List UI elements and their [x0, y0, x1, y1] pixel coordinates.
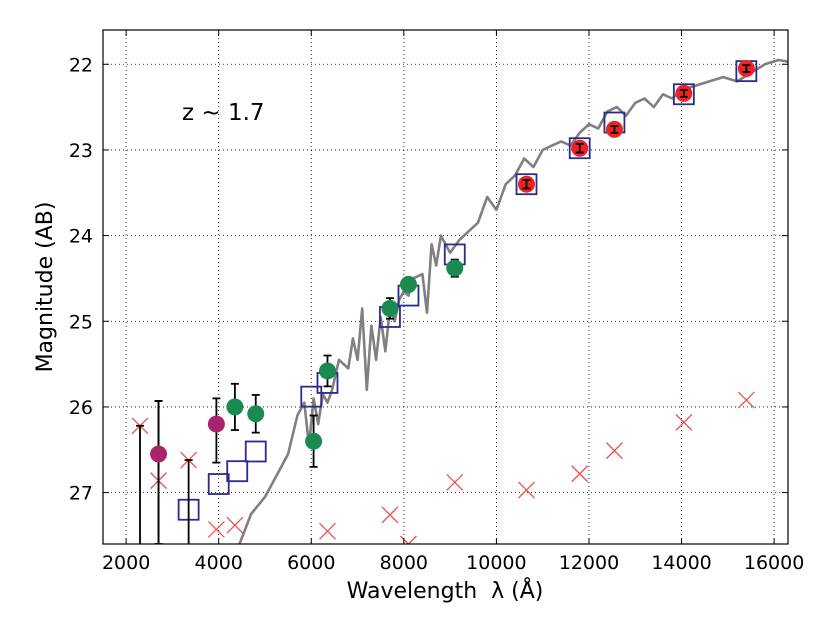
red-point-errorbar [522, 179, 531, 190]
y-tick-label: 27 [69, 483, 93, 505]
limit-bar [136, 424, 145, 544]
photometry-green-point [318, 362, 336, 380]
x-tick-label: 8000 [380, 552, 428, 574]
cross-stroke [675, 413, 693, 431]
x-tick-label: 14000 [651, 552, 711, 574]
model-band-square [568, 137, 591, 160]
model-band-square [300, 385, 323, 408]
cross-stroke [400, 535, 410, 544]
x-axis-label: Wavelength λ (Å) [347, 577, 544, 604]
cross-stroke [571, 465, 589, 483]
cross-stroke [518, 481, 535, 499]
error-bars [136, 64, 751, 544]
x-tick-label: 4000 [195, 552, 243, 574]
model-band-square [672, 83, 695, 106]
model-spectrum-line [238, 58, 788, 544]
model-band-square [515, 173, 538, 196]
photometry-magenta-point [207, 415, 225, 433]
photometry-green-point [446, 259, 464, 277]
model-band-square [226, 460, 249, 483]
cross-stroke [319, 522, 336, 540]
errorbar [154, 400, 163, 544]
photometry-green-point [247, 405, 265, 423]
limit-bar [184, 459, 193, 544]
redshift-annotation: z ~ 1.7 [182, 100, 265, 126]
red-point-errorbar [575, 143, 584, 154]
red-point-errorbar [610, 125, 619, 134]
upper-limit-marker [381, 506, 399, 524]
upper-limit-marker [319, 522, 336, 540]
model-band-squares [177, 60, 758, 521]
x-tick-label: 6000 [287, 552, 335, 574]
red-point-errorbar [679, 89, 688, 98]
x-tick-label: 2000 [102, 552, 150, 574]
photometry-green-point [226, 398, 244, 416]
x-tick-label: 16000 [744, 552, 804, 574]
axis-ticks: 2000 4000 6000 8000 10000 12000 14000 16000 22 23… [69, 30, 804, 574]
model-band-square [244, 440, 267, 463]
y-tick-label: 26 [69, 397, 93, 419]
cross-stroke [226, 516, 244, 534]
y-tick-label: 22 [69, 54, 93, 76]
photometry-green-point [399, 275, 417, 293]
photometry-points [150, 60, 755, 463]
upper-limit-marker [571, 465, 589, 483]
y-tick-label: 24 [69, 226, 93, 248]
upper-limit-marker [400, 535, 417, 544]
model-band-square [207, 473, 230, 495]
red-point-errorbar [742, 64, 751, 73]
cross-stroke [207, 520, 225, 538]
x-tick-label: 10000 [466, 552, 526, 574]
cross-stroke [446, 473, 464, 491]
cross-stroke [381, 506, 399, 524]
upper-limit-marker [518, 481, 535, 499]
x-tick-label: 12000 [559, 552, 619, 574]
plot-frame [102, 29, 789, 545]
y-tick-label: 25 [69, 311, 93, 333]
cross-stroke [605, 442, 623, 460]
photometry-green-point [305, 432, 323, 450]
model-spectrum [238, 58, 788, 544]
photometry-magenta-point [150, 445, 168, 463]
upper-limit-marker [207, 520, 225, 538]
upper-limit-marker [226, 516, 244, 534]
cross-stroke [407, 535, 417, 544]
photometry-green-point [381, 299, 399, 317]
upper-limit-marker [737, 391, 755, 409]
y-tick-label: 23 [69, 140, 93, 162]
upper-limit-marker [446, 473, 464, 491]
upper-limit-marker [605, 442, 623, 460]
upper-limit-marker [675, 413, 693, 431]
upper-limit-crosses [131, 391, 755, 544]
cross-stroke [737, 391, 755, 409]
y-axis-label: Magnitude (AB) [33, 202, 58, 373]
